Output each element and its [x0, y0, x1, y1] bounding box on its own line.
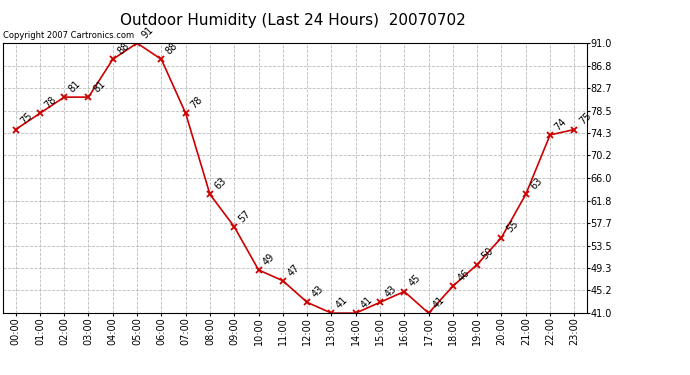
Text: 41: 41: [334, 295, 350, 310]
Text: 41: 41: [359, 295, 374, 310]
Text: 41: 41: [431, 295, 447, 310]
Text: 57: 57: [237, 208, 253, 224]
Text: Outdoor Humidity (Last 24 Hours)  20070702: Outdoor Humidity (Last 24 Hours) 2007070…: [120, 13, 466, 28]
Text: 45: 45: [407, 273, 423, 289]
Text: 55: 55: [504, 219, 520, 235]
Text: 63: 63: [529, 176, 544, 192]
Text: 46: 46: [455, 268, 471, 284]
Text: 75: 75: [577, 111, 593, 127]
Text: 50: 50: [480, 246, 496, 262]
Text: 49: 49: [262, 251, 277, 267]
Text: 78: 78: [188, 95, 204, 111]
Text: 81: 81: [91, 79, 107, 94]
Text: 81: 81: [67, 79, 83, 94]
Text: 74: 74: [553, 116, 569, 132]
Text: 88: 88: [115, 41, 131, 57]
Text: 91: 91: [140, 25, 155, 40]
Text: 43: 43: [310, 284, 326, 300]
Text: 75: 75: [19, 111, 34, 127]
Text: 88: 88: [164, 41, 180, 57]
Text: 47: 47: [286, 262, 302, 278]
Text: 63: 63: [213, 176, 228, 192]
Text: Copyright 2007 Cartronics.com: Copyright 2007 Cartronics.com: [3, 32, 135, 40]
Text: 78: 78: [43, 95, 59, 111]
Text: 43: 43: [383, 284, 399, 300]
